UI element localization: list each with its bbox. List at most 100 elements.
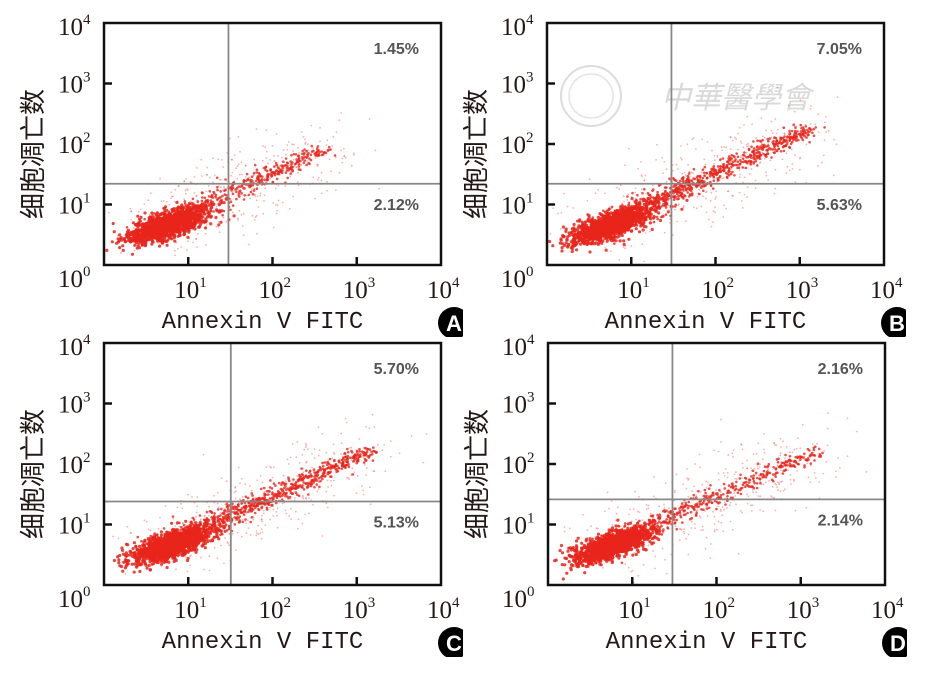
data-point [709, 174, 712, 178]
data-point [255, 187, 259, 190]
data-point [736, 163, 739, 167]
data-point [752, 140, 755, 143]
data-point [143, 211, 147, 215]
data-point [757, 154, 761, 157]
data-point [752, 147, 756, 150]
data-point [204, 199, 208, 202]
data-point [133, 224, 136, 226]
data-point [712, 177, 715, 179]
data-point [688, 193, 692, 196]
data-point [733, 174, 736, 177]
data-point [719, 170, 722, 174]
data-point [611, 223, 614, 227]
data-point [624, 244, 627, 247]
data-points [112, 413, 428, 575]
data-point [187, 228, 191, 232]
data-point [790, 148, 793, 151]
data-point [549, 233, 552, 235]
data-point [765, 145, 767, 148]
data-point [163, 209, 166, 213]
data-point [775, 143, 778, 146]
data-point [140, 240, 144, 244]
data-point [195, 213, 199, 217]
data-point [225, 194, 228, 197]
data-point [296, 155, 299, 157]
data-point [195, 194, 198, 197]
data-point [231, 159, 234, 161]
data-point [130, 218, 133, 221]
data-point [237, 219, 239, 221]
data-point [712, 179, 716, 182]
data-point [249, 197, 252, 200]
data-point [150, 192, 152, 195]
data-point [630, 196, 634, 201]
data-point [741, 166, 744, 169]
data-point [198, 208, 202, 212]
data-point [717, 166, 720, 169]
data-point [713, 163, 715, 165]
data-point [274, 203, 277, 206]
data-point [780, 136, 783, 140]
data-point [823, 139, 826, 142]
data-point [643, 187, 646, 191]
data-point [206, 166, 209, 169]
data-point [319, 126, 321, 129]
data-point [206, 174, 209, 176]
data-point [153, 220, 156, 223]
data-point [168, 216, 171, 220]
data-point [808, 140, 811, 144]
data-point [626, 218, 629, 221]
data-point [709, 180, 712, 184]
data-point [682, 184, 685, 188]
data-point [126, 236, 131, 240]
data-point [217, 189, 219, 192]
data-point [710, 172, 714, 176]
data-point [761, 148, 764, 151]
data-point [265, 129, 268, 132]
data-point [757, 156, 760, 160]
data-point [253, 163, 257, 167]
data-point [207, 210, 211, 214]
data-point [278, 170, 282, 173]
data-point [551, 244, 555, 248]
data-point [808, 130, 811, 133]
data-point [712, 166, 715, 170]
data-point [237, 192, 241, 196]
data-point [215, 225, 218, 228]
data-point [162, 207, 165, 210]
data-point [735, 164, 738, 167]
data-point [790, 129, 794, 133]
data-point [736, 155, 740, 159]
data-point [223, 185, 225, 188]
data-point [596, 229, 600, 233]
data-point [626, 195, 629, 198]
data-point [656, 190, 659, 194]
data-point [172, 207, 174, 210]
data-point [131, 221, 135, 225]
x-axis-label: Annexin V FITC [162, 309, 364, 336]
y-tick-exponent: 2 [83, 130, 91, 146]
data-point [256, 232, 258, 235]
data-point [622, 242, 626, 247]
data-point [634, 227, 638, 231]
data-point [776, 128, 779, 131]
data-point [193, 176, 196, 178]
data-point [318, 151, 321, 154]
x-tick-label: 101 [174, 275, 207, 304]
data-point [559, 238, 563, 242]
data-point [788, 137, 792, 141]
data-point [255, 187, 258, 190]
data-point [600, 228, 603, 232]
data-point [304, 143, 307, 145]
data-point [643, 179, 646, 182]
data-point [677, 185, 681, 189]
data-point [179, 215, 182, 218]
data-point [564, 229, 568, 233]
data-point [626, 208, 630, 212]
data-point [200, 158, 203, 161]
data-point [785, 144, 787, 147]
data-point [624, 230, 627, 232]
data-point [681, 177, 685, 180]
data-point [274, 164, 277, 167]
data-point [169, 237, 173, 240]
